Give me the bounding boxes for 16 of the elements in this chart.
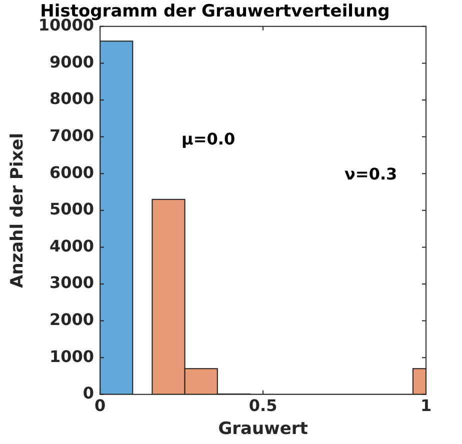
- y-tick-label: 0: [82, 384, 94, 403]
- x-tick-label: 1: [420, 396, 432, 416]
- y-tick-label: 9000: [50, 52, 94, 72]
- y-axis-title: Anzahl der Pixel: [8, 132, 28, 288]
- x-axis-title: Grauwert: [218, 419, 308, 440]
- y-tick-label: 7000: [50, 126, 94, 145]
- y-tick-label: 1000: [50, 346, 94, 366]
- x-tick-label: 0.5: [248, 396, 278, 416]
- annotation: ν=0.3: [344, 164, 398, 184]
- y-tick-label: 5000: [50, 200, 94, 219]
- y-tick-label: 3000: [50, 273, 94, 292]
- annotation: μ=0.0: [182, 130, 236, 149]
- y-tick-label: 2000: [50, 310, 94, 329]
- y-tick-label: 4000: [50, 236, 94, 256]
- y-tick-label: 8000: [50, 89, 94, 108]
- y-tick-label: 6000: [50, 162, 94, 182]
